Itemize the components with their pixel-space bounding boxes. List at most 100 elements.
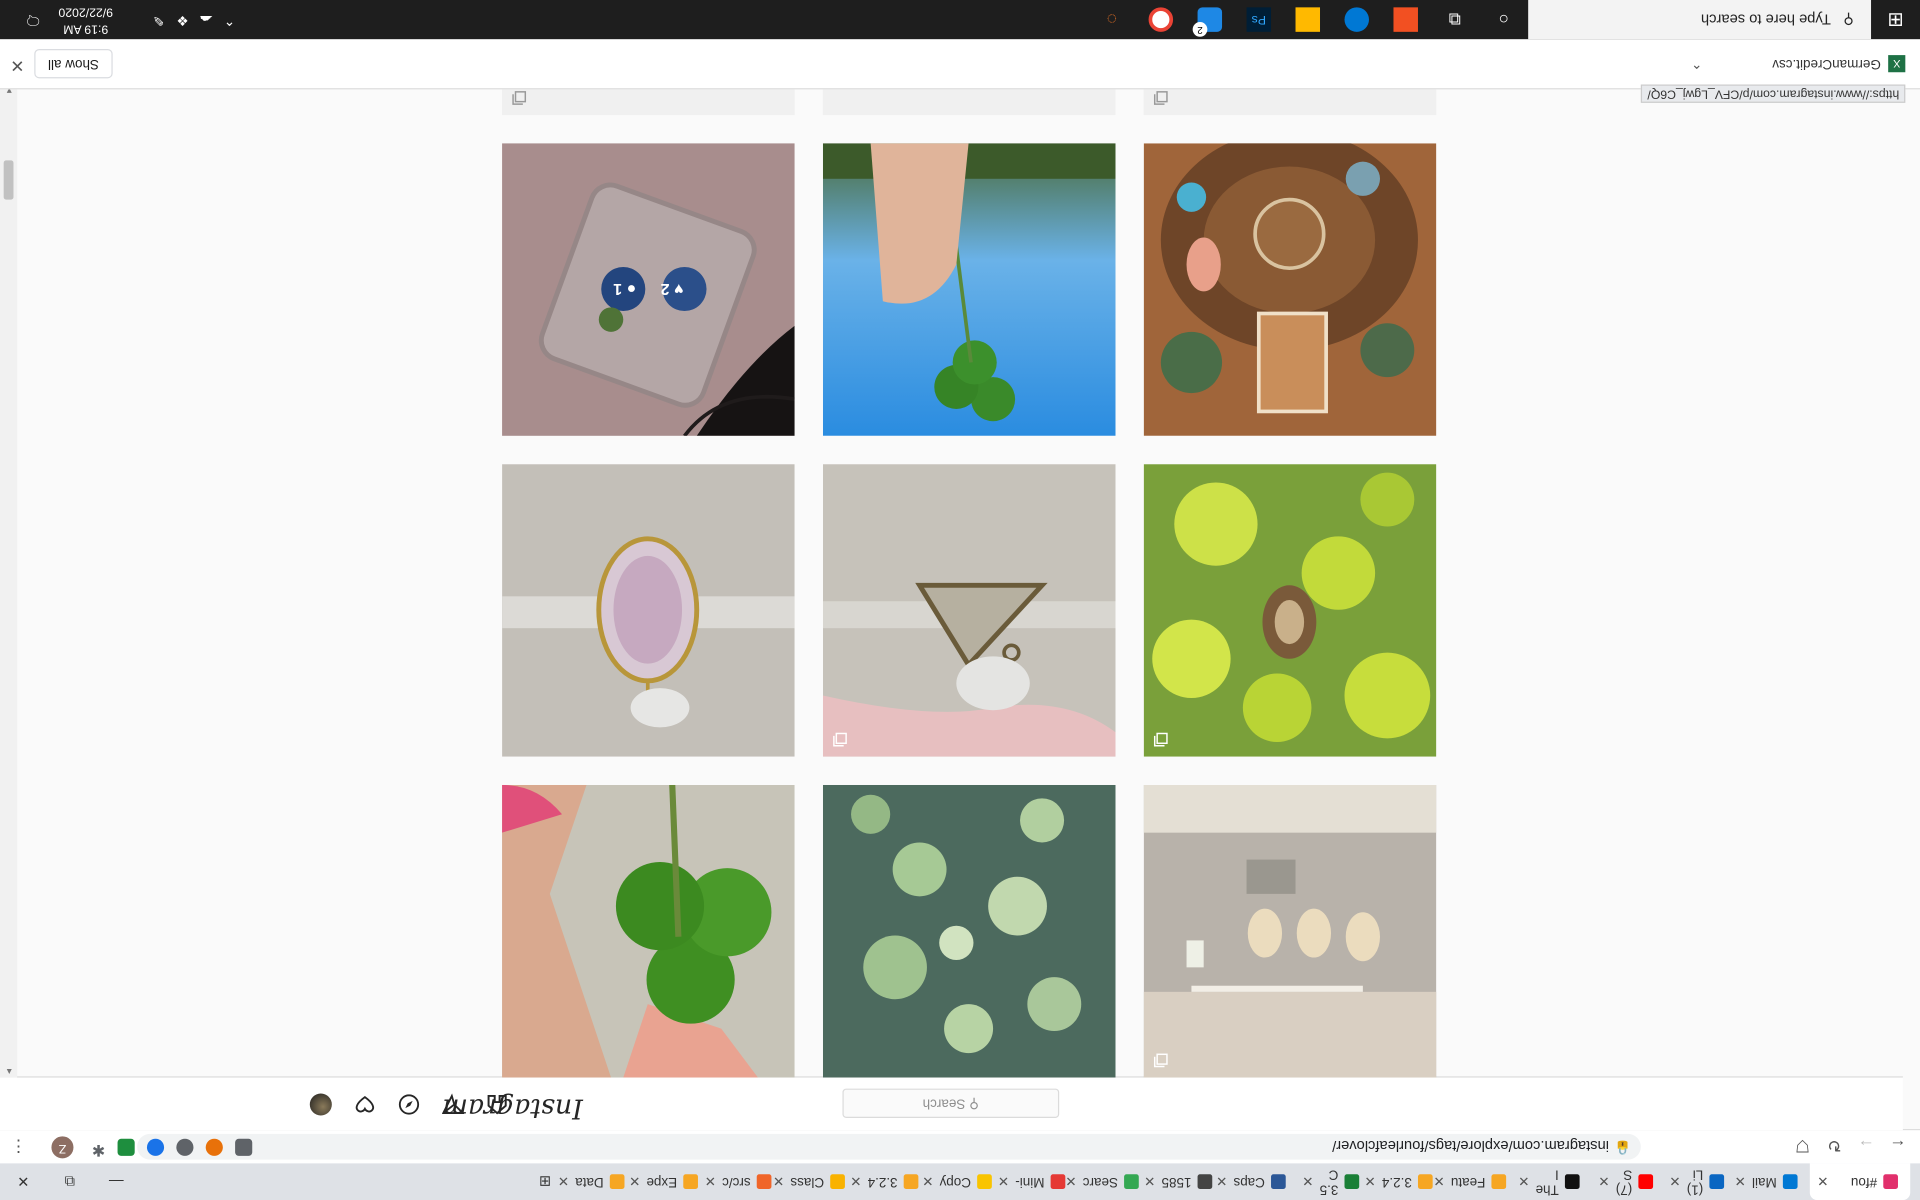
tab-1585[interactable]: 1585 ✕: [1144, 1163, 1224, 1200]
extension-icon[interactable]: [117, 1138, 135, 1156]
scroll-up-icon[interactable]: ▲: [4, 1066, 14, 1076]
photoshop-button[interactable]: Ps: [1246, 7, 1272, 32]
tab-data[interactable]: Data ✕: [558, 1163, 636, 1200]
weather-app-button[interactable]: 2: [1192, 7, 1223, 37]
page-scrollbar[interactable]: ▲ ▼: [0, 80, 18, 1078]
minimize-button[interactable]: —: [93, 1163, 140, 1200]
excel-file-icon: X: [1888, 55, 1906, 73]
onedrive-cloud-icon[interactable]: ☁: [199, 12, 214, 27]
scrollbar-thumb[interactable]: [3, 160, 14, 200]
restore-button[interactable]: ⧉: [47, 1163, 94, 1200]
tab-35[interactable]: 3.5 C ✕: [1298, 1163, 1371, 1200]
task-view-button[interactable]: ⧉: [1442, 7, 1466, 31]
pen-icon[interactable]: ✎: [152, 12, 165, 27]
cortana-circle-icon: ○: [1498, 9, 1509, 30]
post-tile-clover-grass[interactable]: [822, 784, 1116, 1078]
system-clock[interactable]: 9:19 AM 9/22/2020: [56, 2, 115, 36]
edge-app-button[interactable]: [1344, 7, 1369, 32]
post-tile-green-flowers[interactable]: [1143, 464, 1437, 757]
photoshop-icon: Ps: [1251, 12, 1266, 27]
tab-the[interactable]: The I ✕: [1518, 1163, 1591, 1200]
extension-icon[interactable]: [205, 1138, 223, 1156]
new-tab-button[interactable]: ⊞: [527, 1163, 564, 1200]
extension-icon[interactable]: [176, 1138, 194, 1156]
explore-compass-icon[interactable]: [398, 1093, 420, 1115]
tab-youtube[interactable]: (7) S ✕: [1592, 1163, 1665, 1200]
avatar[interactable]: Z: [51, 1136, 74, 1159]
taskbar-search-placeholder: Type here to search: [1701, 11, 1831, 29]
extension-icon[interactable]: [235, 1138, 253, 1156]
jupyter-icon: ◌: [1106, 9, 1117, 30]
tab-title: (7) S: [1615, 1166, 1633, 1197]
search-icon: ⚲: [969, 1095, 979, 1111]
instagram-favicon-icon: [1883, 1174, 1898, 1189]
post-tile-partial[interactable]: [1143, 80, 1437, 116]
tab-324[interactable]: 3.2.4 ✕: [1364, 1163, 1444, 1200]
tab-caps[interactable]: Caps ✕: [1216, 1163, 1298, 1200]
search-input[interactable]: ⚲ Search: [842, 1088, 1060, 1118]
chevron-up-icon[interactable]: ⌃: [1691, 55, 1703, 71]
tab-search[interactable]: Searc ✕: [1065, 1163, 1151, 1200]
multiple-posts-icon: [512, 91, 527, 105]
tab-mail[interactable]: Mail ✕: [1735, 1163, 1809, 1200]
post-tile-altar[interactable]: [1143, 143, 1437, 436]
cortana-button[interactable]: ○: [1491, 7, 1515, 31]
home-icon[interactable]: [486, 1093, 508, 1115]
extension-shield-button[interactable]: ⛉: [1790, 1134, 1814, 1158]
tab-close-icon[interactable]: ✕: [1817, 1173, 1829, 1189]
post-tile-event-room[interactable]: [1143, 784, 1437, 1078]
bookmark-favicon-icon: [903, 1174, 919, 1189]
tab-linkedin[interactable]: (1) Li ✕: [1665, 1163, 1736, 1200]
search-icon: ⚲: [1843, 11, 1854, 29]
post-tile-oval-pendant[interactable]: [502, 464, 795, 757]
tab-features[interactable]: Featu ✕: [1433, 1163, 1518, 1200]
tab-copy[interactable]: Copy ✕: [922, 1163, 1004, 1200]
more-menu-icon[interactable]: ⋮: [9, 1137, 27, 1158]
tab-title: (1) Li: [1686, 1166, 1704, 1197]
direct-messages-icon[interactable]: [442, 1093, 465, 1115]
tab-instagram[interactable]: #fou ✕: [1809, 1163, 1911, 1200]
dropbox-icon[interactable]: ❖: [176, 12, 189, 27]
office-app-button[interactable]: [1393, 7, 1418, 32]
page-favicon-icon: [1344, 1174, 1360, 1189]
tab-src[interactable]: src/c ✕: [705, 1163, 783, 1200]
address-bar[interactable]: 🔒 instagram.com/explore/tags/fourleafclo…: [137, 1133, 1641, 1160]
tab-324b[interactable]: 3.2.4 ✕: [850, 1163, 930, 1200]
file-explorer-button[interactable]: [1295, 7, 1321, 32]
back-button[interactable]: ←: [1886, 1134, 1910, 1158]
instagram-nav: Instagram ⚲ Search: [0, 1076, 1903, 1131]
tray-chevron-icon[interactable]: ⌃: [223, 12, 236, 27]
close-window-button[interactable]: ✕: [0, 1163, 47, 1200]
status-url-tooltip: https://www.instagram.com/p/CFV_Lgwj_C6Q…: [1641, 84, 1906, 103]
browser-toolbar: ← → ↻ ⛉ 🔒 instagram.com/explore/tags/fou…: [0, 1128, 1920, 1164]
url-text[interactable]: instagram.com/explore/tags/fourleafclove…: [1332, 1137, 1609, 1155]
download-item[interactable]: X GermanCredit.csv ⌃: [1691, 47, 1906, 81]
tab-mini[interactable]: Mini- ✕: [998, 1163, 1077, 1200]
arrow-left-icon: ←: [1889, 1136, 1907, 1156]
tab-expe[interactable]: Expe ✕: [629, 1163, 710, 1200]
reload-button[interactable]: ↻: [1822, 1134, 1846, 1158]
multiple-posts-icon: [1153, 1053, 1168, 1068]
post-tile-triangle-pendant[interactable]: [822, 464, 1116, 757]
taskbar-search[interactable]: ⚲ Type here to search: [1528, 0, 1872, 40]
tab-title: Searc: [1082, 1174, 1118, 1189]
post-tile-partial[interactable]: [502, 80, 795, 116]
close-download-bar-icon[interactable]: ✕: [10, 56, 25, 76]
profile-avatar[interactable]: [309, 1093, 332, 1116]
forward-button[interactable]: →: [1854, 1134, 1878, 1158]
post-tile-blue-flower-pendant[interactable]: ♥ 2 ● 1: [502, 143, 795, 436]
tab-close-icon[interactable]: ✕: [1598, 1173, 1610, 1189]
post-tile-clover-fingers[interactable]: [502, 784, 795, 1078]
start-button[interactable]: ⊞: [1871, 0, 1920, 39]
extension-icon[interactable]: [146, 1138, 165, 1156]
chrome-app-button[interactable]: [1148, 7, 1174, 32]
post-tile-clover-lake[interactable]: [822, 143, 1116, 436]
jupyter-app-button[interactable]: ◌: [1100, 7, 1124, 31]
tab-title: Caps: [1233, 1174, 1265, 1189]
show-all-button[interactable]: Show all: [34, 48, 113, 79]
tab-class[interactable]: Class ✕: [773, 1163, 857, 1200]
activity-heart-icon[interactable]: [354, 1093, 376, 1115]
comments-stat: ● 1: [613, 280, 637, 299]
action-center-icon[interactable]: 🗨: [24, 12, 42, 27]
puzzle-icon[interactable]: ✱: [91, 1141, 106, 1160]
